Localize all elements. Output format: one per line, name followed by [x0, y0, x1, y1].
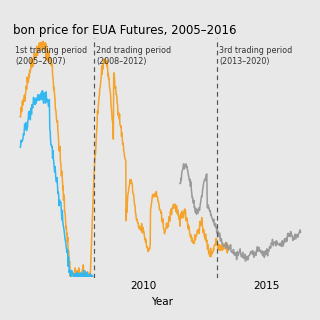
Text: 2nd trading period
(2008–2012): 2nd trading period (2008–2012) — [96, 45, 172, 66]
Text: bon price for EUA Futures, 2005–2016: bon price for EUA Futures, 2005–2016 — [13, 24, 236, 37]
Text: 1st trading period
(2005–2007): 1st trading period (2005–2007) — [15, 45, 87, 66]
X-axis label: Year: Year — [151, 297, 172, 307]
Text: 3rd trading period
(2013–2020): 3rd trading period (2013–2020) — [220, 45, 293, 66]
